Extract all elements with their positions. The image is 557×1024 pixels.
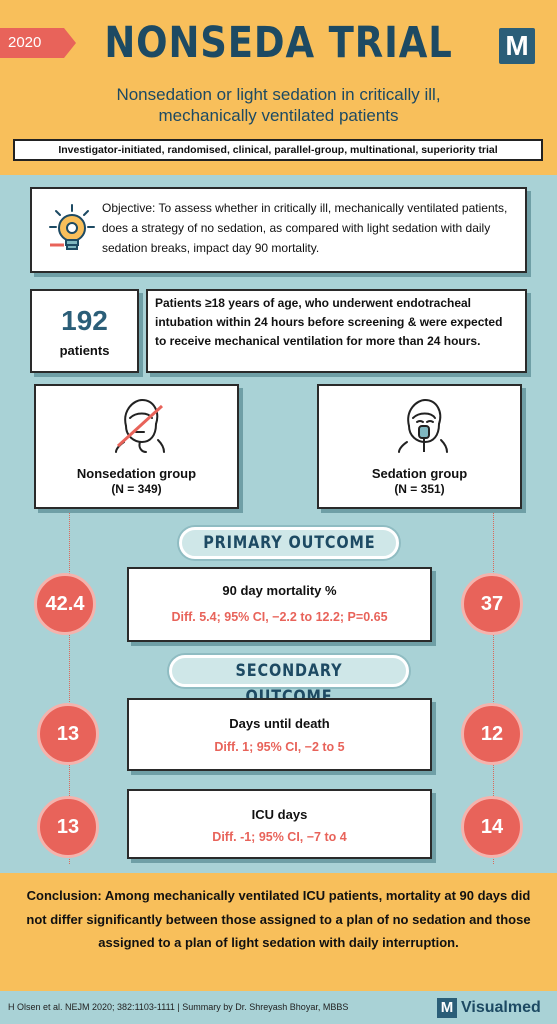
nonsedation-group-n: (N = 349) <box>111 482 162 496</box>
sedation-group-name: Sedation group <box>371 466 468 481</box>
nonsedation-group-box: Nonsedation group (N = 349) <box>34 384 239 509</box>
secondary-sedation-value-2: 14 <box>461 796 523 858</box>
secondary-outcome-box-1: Days until death Diff. 1; 95% CI, −2 to … <box>127 698 432 771</box>
lightbulb-gear-icon <box>49 204 95 250</box>
citation: H Olsen et al. NEJM 2020; 382:1103-1111 … <box>8 1002 349 1012</box>
sedation-group-n: (N = 351) <box>394 482 445 496</box>
patients-count-box: 192 patients <box>30 289 139 373</box>
patient-sedation-icon <box>398 398 448 453</box>
secondary-outcome-title: Days until death <box>229 716 330 731</box>
conclusion-text: Conclusion: Among mechanically ventilate… <box>26 888 531 950</box>
footer: H Olsen et al. NEJM 2020; 382:1103-1111 … <box>0 991 557 1024</box>
secondary-outcome-title: ICU days <box>251 807 308 822</box>
sedation-group-box: Sedation group (N = 351) <box>317 384 522 509</box>
objective-box: Objective: To assess whether in critical… <box>30 187 527 273</box>
secondary-sedation-value-1: 12 <box>461 703 523 765</box>
primary-outcome-heading: PRIMARY OUTCOME <box>179 527 399 559</box>
visualmed-logo-icon: M <box>499 28 535 64</box>
nonsedation-group-name: Nonsedation group <box>76 466 197 481</box>
secondary-outcome-heading: SECONDARY OUTCOME <box>169 655 409 707</box>
objective-text: Objective: To assess whether in critical… <box>102 201 508 255</box>
header-banner: 2020 NONSEDA TRIAL M Nonsedation or ligh… <box>0 0 557 175</box>
subtitle: Nonsedation or light sedation in critica… <box>0 84 557 126</box>
brand: M Visualmed <box>437 998 545 1018</box>
patients-label: patients <box>59 343 110 358</box>
inclusion-criteria: Patients ≥18 years of age, who underwent… <box>155 296 503 348</box>
secondary-nonsedation-value-2: 13 <box>37 796 99 858</box>
left-connector-line <box>69 509 70 864</box>
trial-design: Investigator-initiated, randomised, clin… <box>13 139 543 161</box>
primary-nonsedation-value: 42.4 <box>34 573 96 635</box>
secondary-outcome-box-2: ICU days Diff. -1; 95% CI, −7 to 4 <box>127 789 432 859</box>
subtitle-line-1: Nonsedation or light sedation in critica… <box>116 85 441 104</box>
year-tag: 2020 <box>0 28 76 58</box>
inclusion-criteria-box: Patients ≥18 years of age, who underwent… <box>146 289 527 373</box>
primary-outcome-box: 90 day mortality % Diff. 5.4; 95% CI, −2… <box>127 567 432 642</box>
secondary-nonsedation-value-1: 13 <box>37 703 99 765</box>
page-title: NONSEDA TRIAL <box>104 18 453 68</box>
secondary-outcome-diff: Diff. 1; 95% CI, −2 to 5 <box>214 740 345 754</box>
secondary-outcome-diff: Diff. -1; 95% CI, −7 to 4 <box>212 830 347 844</box>
conclusion-banner: Conclusion: Among mechanically ventilate… <box>0 873 557 991</box>
brand-name: Visualmed <box>461 999 541 1016</box>
primary-outcome-diff: Diff. 5.4; 95% CI, −2.2 to 12.2; P=0.65 <box>171 610 388 624</box>
visualmed-brand-icon: M <box>437 998 457 1018</box>
patients-count: 192 <box>61 305 108 336</box>
patient-no-sedation-icon <box>115 398 165 453</box>
primary-outcome-title: 90 day mortality % <box>222 583 337 598</box>
right-connector-line <box>493 509 494 864</box>
primary-sedation-value: 37 <box>461 573 523 635</box>
subtitle-line-2: mechanically ventilated patients <box>158 106 399 125</box>
